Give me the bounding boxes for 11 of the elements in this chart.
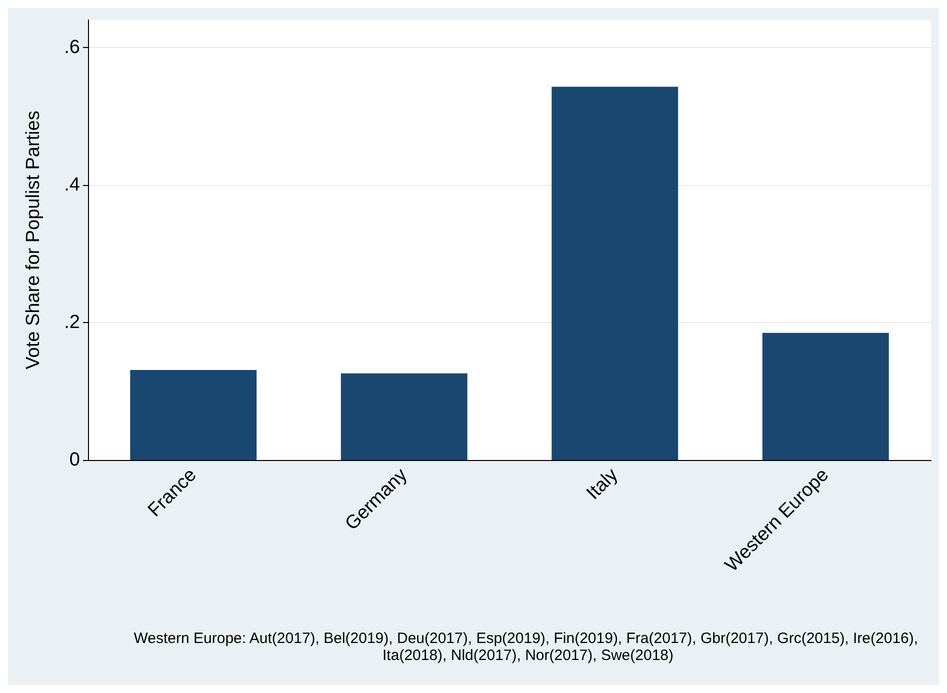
y-tick-label: .4 xyxy=(64,174,80,196)
bar xyxy=(762,332,889,460)
y-tick-label: .6 xyxy=(64,37,80,58)
x-tick-label: Italy xyxy=(582,464,623,504)
y-tick-label: .2 xyxy=(64,312,80,333)
bar xyxy=(130,370,257,460)
y-tick-label: 0 xyxy=(69,450,80,470)
y-axis-title: Vote Share for Populist Parties xyxy=(23,110,44,370)
text: Western Europe: Aut(2017), Bel(2019), Deu(2017), Esp(2019), Fin(2019), Fra(2017), Gbr(2017), Grc(2015), Ire(2016), Ita(2018), Nld(2017), Nor(2017), Swe(2018) xyxy=(134,630,922,664)
bar xyxy=(552,86,678,460)
bar xyxy=(340,373,468,460)
